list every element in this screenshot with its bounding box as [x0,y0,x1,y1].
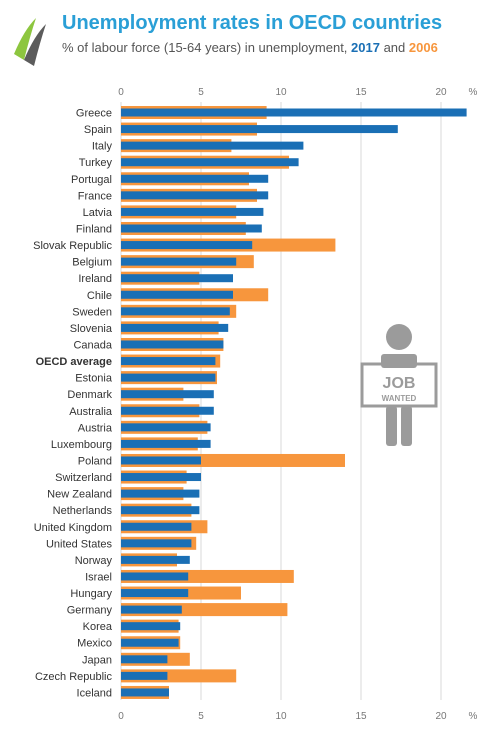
category-label: Slovak Republic [33,240,112,252]
category-label: Greece [76,108,112,120]
top-tick-label: 10 [275,87,287,98]
category-label: Austria [78,422,113,434]
top-tick-label: 15 [355,87,367,98]
category-label: Chile [87,290,112,302]
bar-2017 [121,357,216,366]
bar-2017 [121,655,168,664]
category-label: United States [46,538,113,550]
bottom-tick-label: 15 [355,711,367,722]
bar-2017 [121,274,233,283]
category-label: Japan [82,654,112,666]
legend-2006: 2006 [408,40,438,55]
bar-2017 [121,191,269,200]
bar-2017 [121,522,192,531]
category-label: France [78,190,112,202]
category-label: Spain [84,124,112,136]
bar-2017 [121,555,190,564]
job-badge-line1: JOB [383,375,416,392]
category-label: Estonia [75,373,113,385]
bar-2017 [121,241,253,250]
bottom-tick-label: 0 [118,711,124,722]
category-label: Hungary [70,588,112,600]
bar-2017 [121,456,201,465]
category-label: Sweden [72,306,112,318]
bar-2017 [121,207,264,216]
bar-2017 [121,108,467,117]
bars [121,106,467,699]
category-label: Mexico [77,638,112,650]
bar-2017 [121,572,189,581]
top-tick-label: 0 [118,87,124,98]
bar-2017 [121,473,201,482]
bar-2017 [121,439,211,448]
category-label: Latvia [83,207,113,219]
category-label: United Kingdom [34,522,112,534]
bar-chart: Greece Spain Italy Turkey Portugal France Latv… [33,87,477,722]
bar-2017 [121,406,214,415]
bar-2017 [121,671,168,680]
category-label: Finland [76,223,112,235]
chart-header: Unemployment rates in OECD countries % o… [0,0,504,80]
category-label: Belgium [72,257,112,269]
bottom-tick-label: 5 [198,711,204,722]
bar-2017 [121,224,262,233]
subtitle-and: and [379,40,409,55]
bar-2017 [121,605,182,614]
category-label: Luxembourg [51,439,112,451]
bottom-unit-label: % [469,711,478,722]
category-label: Portugal [71,174,112,186]
category-label: Italy [92,141,113,153]
chart-title: Unemployment rates in OECD countries [62,12,443,34]
category-label: Poland [78,455,112,467]
category-label: Ireland [78,273,112,285]
category-label: Switzerland [55,472,112,484]
chart-subtitle: % of labour force (15-64 years) in unemp… [62,40,438,55]
bar-2017 [121,340,224,349]
bar-2017 [121,423,211,432]
oecd-logo-icon [14,18,46,66]
bar-2017 [121,539,192,548]
job-wanted-person-icon: JOB WANTED [360,324,438,446]
bottom-tick-label: 10 [275,711,287,722]
bar-2017 [121,373,216,382]
category-label: OECD average [36,356,112,368]
bar-2017 [121,489,200,498]
bar-2017 [121,290,233,299]
category-label: Korea [83,621,113,633]
bar-2017 [121,390,214,399]
bar-2017 [121,174,269,183]
category-label: Czech Republic [35,671,113,683]
top-unit-label: % [469,87,478,98]
axis-ticks: 0 0 5 5 10 10 15 15 20 20%% [118,87,477,722]
category-label: Canada [73,339,112,351]
bar-2017 [121,589,189,598]
bar-2017 [121,506,200,515]
category-label: Slovenia [70,323,113,335]
bar-2017 [121,323,229,332]
bar-2017 [121,622,181,631]
bar-2017 [121,158,299,167]
bar-2017 [121,141,304,150]
bar-2017 [121,125,398,134]
category-label: New Zealand [47,489,112,501]
category-label: Turkey [79,157,113,169]
category-label: Norway [75,555,113,567]
legend-2017: 2017 [351,40,380,55]
bar-2017 [121,638,179,647]
category-labels: Greece Spain Italy Turkey Portugal France Latv… [33,108,113,700]
job-badge-line2: WANTED [382,394,417,403]
subtitle-prefix: % of labour force (15-64 years) in unemp… [62,40,352,55]
top-tick-label: 5 [198,87,204,98]
bar-2017 [121,257,237,266]
bar-2017 [121,688,169,697]
bar-2017 [121,307,230,316]
category-label: Australia [69,406,113,418]
category-label: Netherlands [53,505,113,517]
category-label: Denmark [67,389,112,401]
category-label: Iceland [77,687,112,699]
category-label: Germany [67,605,113,617]
category-label: Israel [85,571,112,583]
bottom-tick-label: 20 [435,711,447,722]
top-tick-label: 20 [435,87,447,98]
